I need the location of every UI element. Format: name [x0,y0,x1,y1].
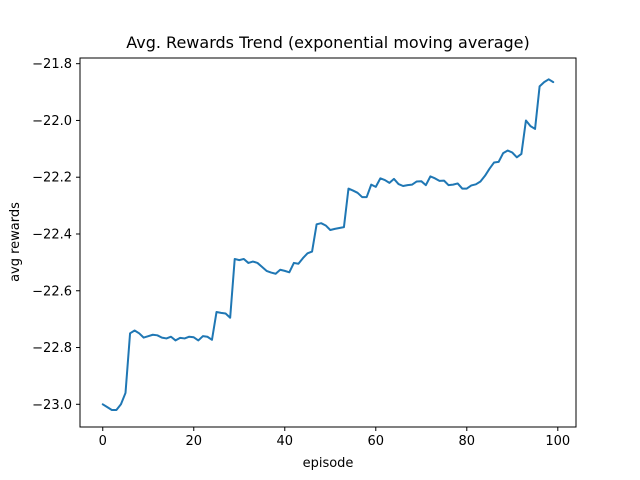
chart-title: Avg. Rewards Trend (exponential moving a… [126,33,530,52]
y-axis-label: avg rewards [8,202,23,282]
y-axis-ticks: −23.0 −22.8 −22.6 −22.4 −22.2 −22.0 −21.8 [32,57,80,413]
x-axis-ticks: 0 20 40 60 80 100 [99,427,570,449]
y-tick-label: −21.8 [32,57,72,72]
x-tick-label: 80 [459,434,476,449]
x-tick-label: 0 [99,434,107,449]
x-tick-label: 40 [276,434,293,449]
plot-frame [79,57,577,428]
y-tick-label: −22.8 [32,341,72,356]
avg-rewards-line [101,78,555,411]
y-tick-label: −22.2 [32,171,72,186]
x-tick-label: 100 [545,434,570,449]
y-tick-label: −22.4 [32,227,72,242]
y-tick-label: −23.0 [32,398,72,413]
y-tick-label: −22.6 [32,284,72,299]
x-tick-label: 20 [185,434,202,449]
x-axis-label: episode [303,456,354,471]
x-tick-label: 60 [368,434,385,449]
y-tick-label: −22.0 [32,114,72,129]
